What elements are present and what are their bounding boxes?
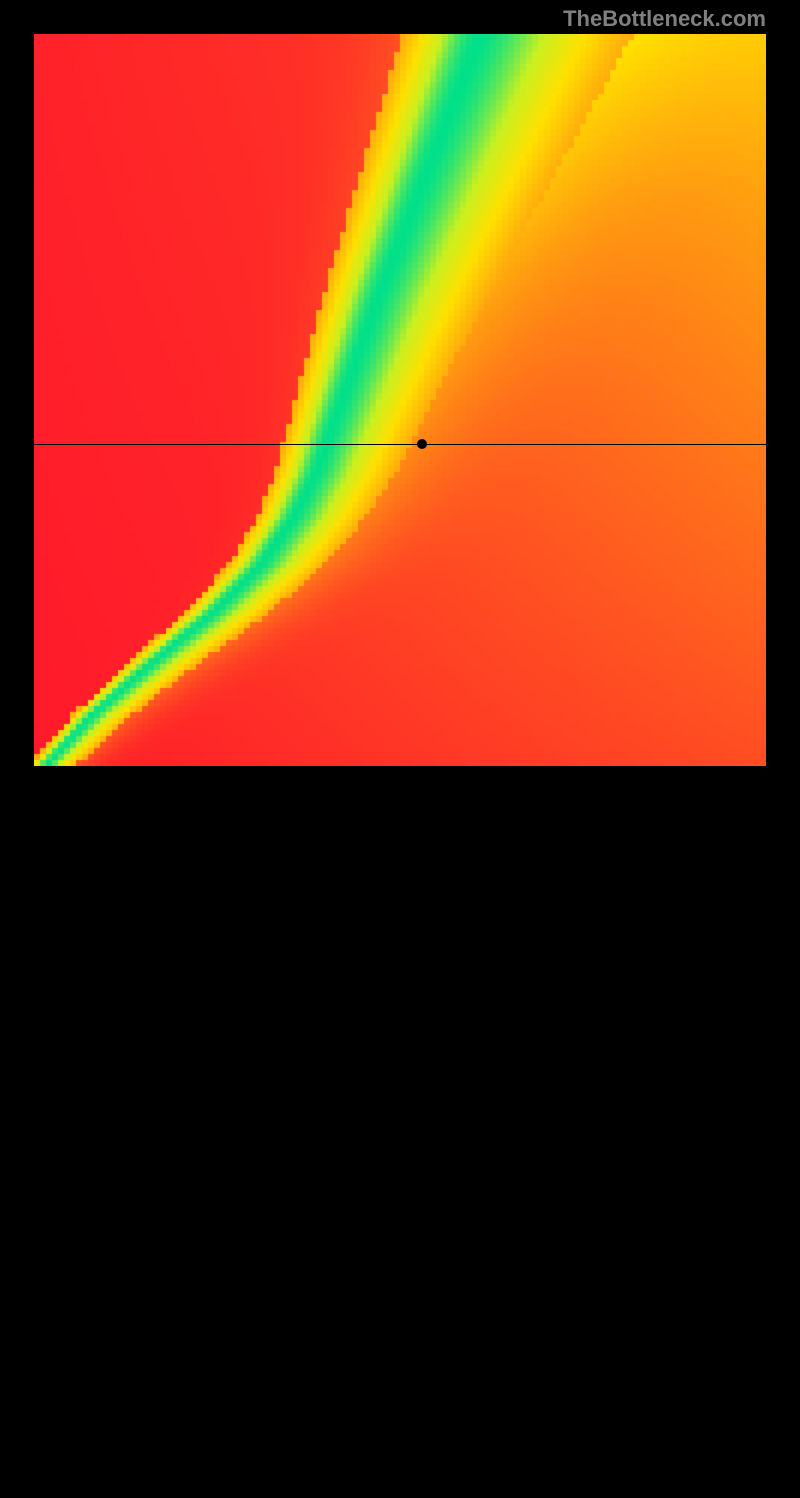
crosshair-horizontal (34, 444, 766, 445)
heatmap-plot (34, 34, 766, 766)
chart-container: TheBottleneck.com (0, 0, 800, 800)
watermark-text: TheBottleneck.com (563, 6, 766, 32)
heatmap-canvas (34, 34, 766, 766)
crosshair-vertical (422, 766, 423, 1498)
marker-dot (417, 439, 427, 449)
